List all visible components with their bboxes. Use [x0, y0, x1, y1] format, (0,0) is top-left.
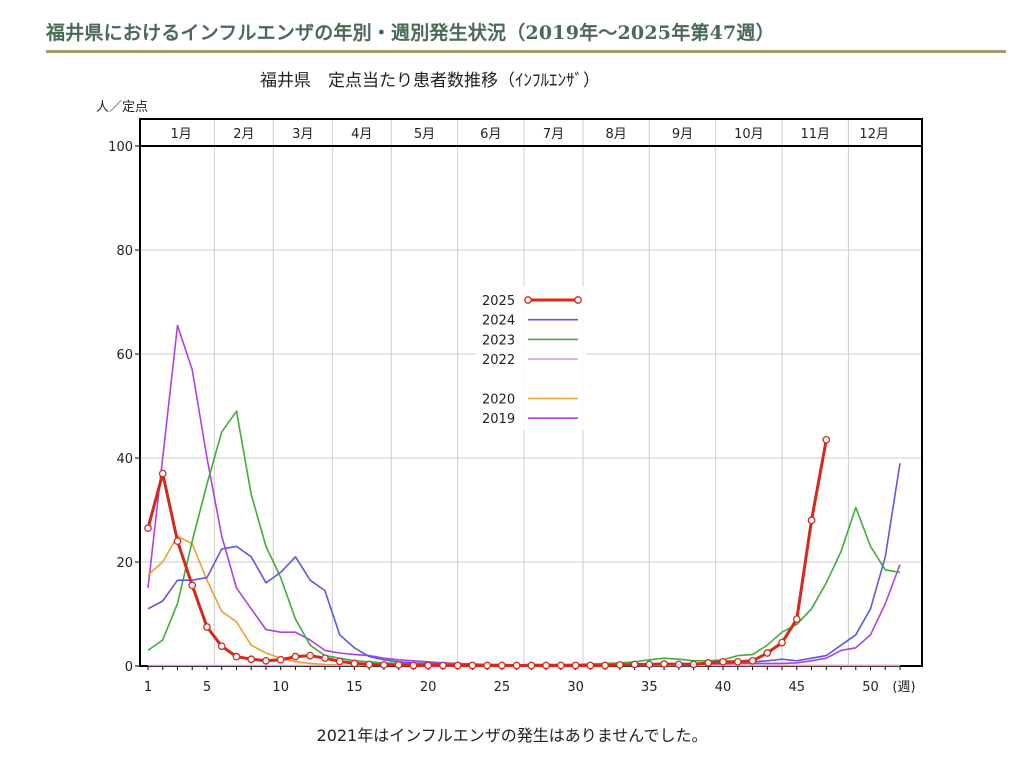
x-tick-label: 40	[715, 680, 732, 695]
data-point-2025	[453, 661, 462, 670]
data-point-2025	[321, 654, 329, 663]
x-tick-label: 20	[420, 680, 437, 695]
month-label: 8月	[606, 127, 627, 142]
legend-marker-2025	[524, 296, 532, 304]
data-point-2025	[689, 660, 698, 669]
y-tick-label: 20	[116, 556, 133, 571]
x-tick-label: 10	[272, 680, 289, 695]
data-point-2025	[630, 660, 639, 669]
x-axis-unit-label: (週)	[892, 680, 915, 695]
data-point-2025	[394, 661, 403, 669]
data-point-2025	[557, 661, 565, 670]
data-point-2025	[247, 655, 256, 664]
month-label: 1月	[171, 127, 192, 142]
data-point-2025	[733, 657, 742, 666]
data-point-2025	[601, 661, 609, 670]
data-point-2025	[615, 661, 624, 669]
data-point-2025	[365, 660, 374, 669]
data-point-2025	[778, 638, 786, 647]
data-point-2025	[217, 642, 226, 651]
month-label: 6月	[480, 127, 501, 142]
legend-label-2022: 2022	[482, 353, 515, 368]
x-tick-label: 15	[346, 680, 363, 695]
data-point-2025	[468, 661, 477, 670]
y-tick-label: 100	[108, 140, 133, 155]
data-point-2025	[704, 659, 713, 667]
month-label: 2月	[233, 127, 254, 142]
data-point-2025	[512, 661, 521, 670]
page-title: 福井県におけるインフルエンザの年別・週別発生状況（2019年〜2025年第47週…	[46, 22, 775, 44]
data-point-2025	[807, 516, 816, 525]
data-point-2025	[645, 660, 654, 669]
x-tick-label: 50	[862, 680, 879, 695]
data-point-2025	[498, 661, 506, 670]
legend-marker-2025	[574, 296, 582, 304]
month-label: 7月	[543, 127, 564, 142]
month-label: 9月	[672, 127, 693, 142]
data-point-2025	[674, 660, 683, 669]
month-label: 5月	[414, 127, 435, 142]
data-point-2025	[380, 661, 388, 669]
data-point-2025	[586, 661, 595, 670]
data-point-2025	[203, 623, 211, 631]
legend-label-2024: 2024	[482, 314, 515, 329]
data-point-2025	[571, 661, 580, 670]
data-point-2025	[424, 661, 433, 670]
data-point-2025	[483, 661, 491, 670]
data-point-2025	[409, 661, 418, 670]
legend-label-2025: 2025	[482, 294, 515, 309]
legend-box	[476, 286, 586, 430]
x-tick-label: 45	[789, 680, 806, 695]
month-label: 12月	[859, 127, 889, 142]
footnote: 2021年はインフルエンザの発生はありませんでした。	[316, 726, 708, 745]
month-label: 10月	[734, 127, 764, 142]
y-tick-label: 0	[125, 660, 133, 675]
x-tick-label: 1	[144, 680, 152, 695]
data-point-2025	[439, 661, 447, 670]
data-point-2025	[276, 655, 285, 664]
legend-label-2020: 2020	[482, 393, 515, 408]
data-point-2025	[173, 537, 182, 546]
title-divider	[46, 50, 1006, 53]
data-point-2025	[660, 660, 668, 668]
data-point-2025	[527, 661, 536, 670]
chart-title: 福井県 定点当たり患者数推移（ｲﾝﾌﾙｴﾝｻﾞ）	[260, 71, 600, 91]
data-point-2025	[188, 581, 197, 590]
x-tick-label: 5	[203, 680, 211, 695]
data-point-2025	[763, 649, 772, 657]
data-point-2025	[335, 657, 344, 666]
month-label: 11月	[800, 127, 830, 142]
x-tick-label: 25	[494, 680, 511, 695]
legend-label-2019: 2019	[482, 412, 515, 427]
data-point-2025	[719, 657, 727, 666]
data-point-2025	[748, 656, 757, 665]
month-label: 4月	[351, 127, 372, 142]
legend-label-2023: 2023	[482, 333, 515, 348]
data-point-2025	[144, 524, 152, 533]
data-point-2025	[350, 659, 359, 668]
data-point-2025	[822, 435, 831, 444]
data-point-2025	[306, 651, 315, 660]
data-point-2025	[542, 661, 550, 670]
data-point-2025	[158, 469, 167, 478]
y-tick-label: 80	[116, 244, 133, 259]
y-axis-label: 人／定点	[96, 100, 148, 115]
x-tick-label: 35	[641, 680, 658, 695]
x-tick-label: 30	[567, 680, 584, 695]
data-point-2025	[291, 652, 300, 661]
data-point-2025	[262, 656, 270, 665]
data-point-2025	[792, 615, 801, 624]
y-tick-label: 40	[116, 452, 133, 467]
y-tick-label: 60	[116, 348, 133, 363]
month-label: 3月	[292, 127, 313, 142]
data-point-2025	[232, 652, 241, 661]
